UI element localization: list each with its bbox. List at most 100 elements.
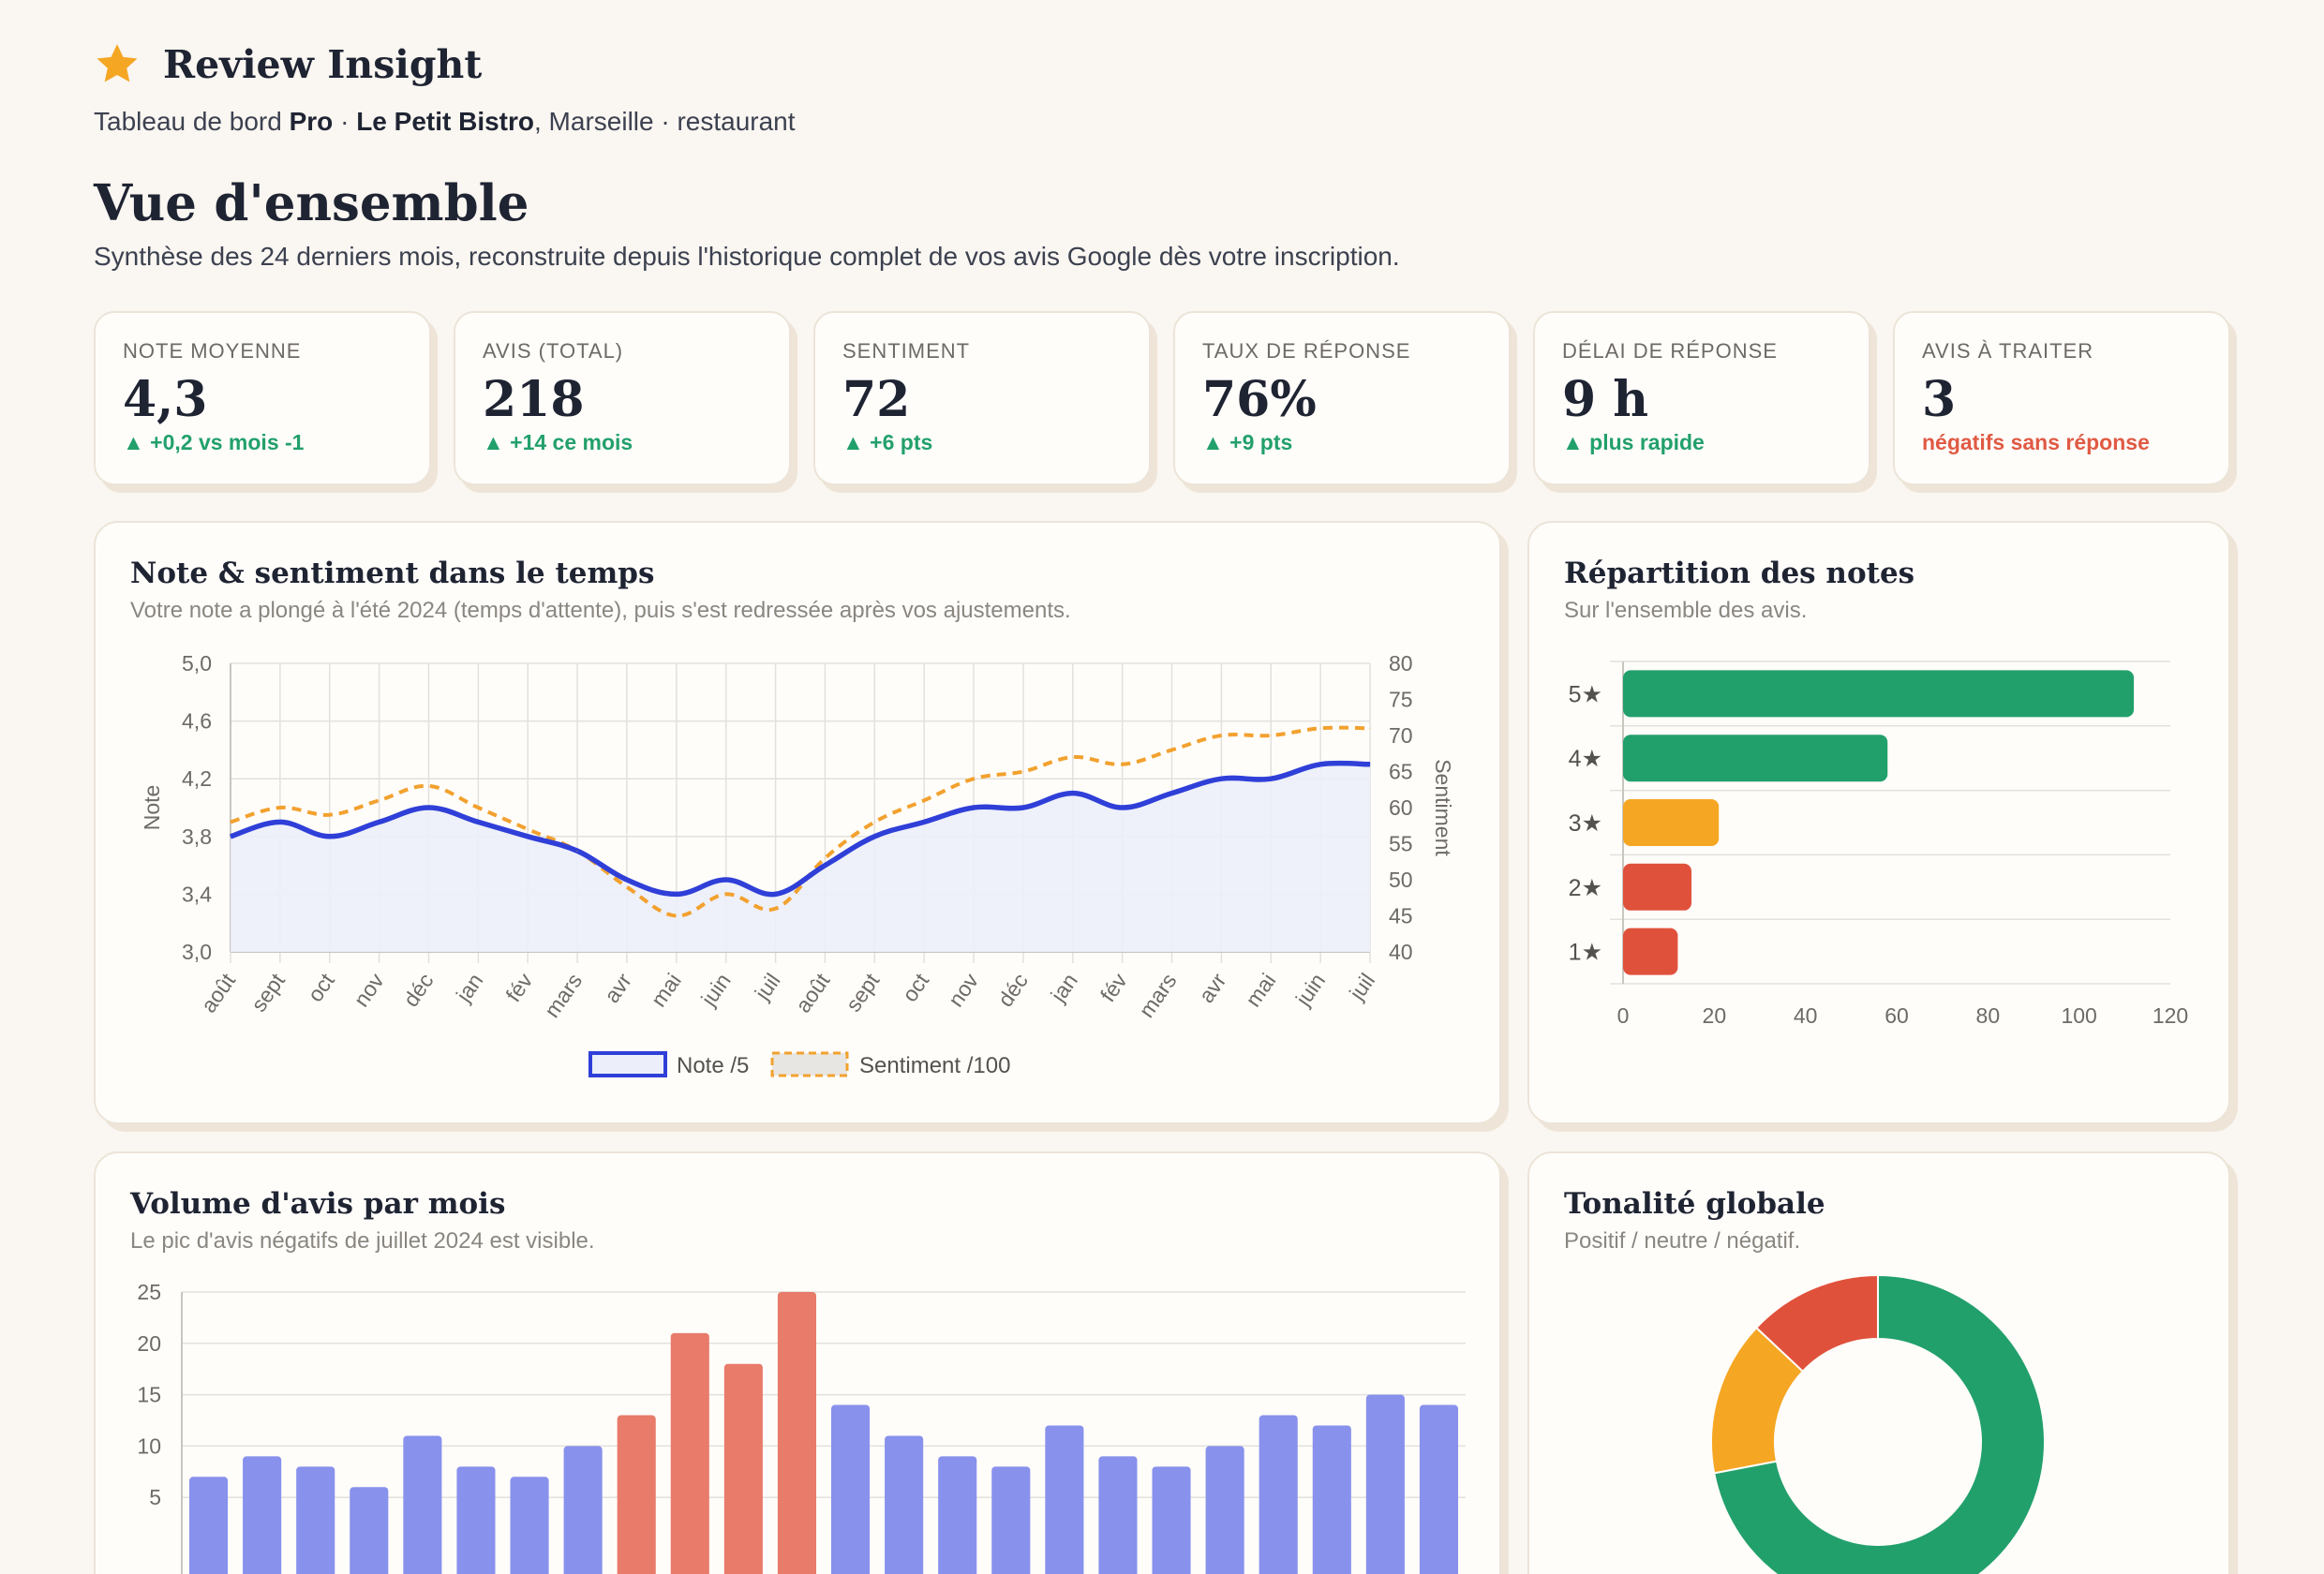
tone-slice-négatif <box>1754 1273 1879 1374</box>
x-tick-label: mars <box>1134 969 1182 1022</box>
sentiment-point <box>527 828 529 830</box>
card-subtitle: Sur l'ensemble des avis. <box>1564 598 1808 623</box>
legend-swatch-note <box>588 1051 667 1077</box>
note-point <box>477 821 479 823</box>
x-tick-label: fév <box>1095 969 1132 1006</box>
app-header: Review Insight Tableau de bord Pro · Le … <box>94 41 796 137</box>
y-tick-label: 1★ <box>1569 940 1602 966</box>
y-tick-label: 3,4 <box>182 882 212 906</box>
y2-tick-label: 40 <box>1389 940 1413 964</box>
note-point <box>1369 764 1371 765</box>
sentiment-point <box>824 857 826 859</box>
x-tick-label: juin <box>695 969 735 1011</box>
sentiment-point <box>973 778 975 780</box>
y-tick-label: 10 <box>137 1433 161 1458</box>
volume-card: Volume d'avis par mois Le pic d'avis nég… <box>94 1151 1501 1574</box>
y-tick-label: 5,0 <box>182 651 212 676</box>
kpi-value: 9 h <box>1562 371 1649 428</box>
y-tick-label: 3,0 <box>182 940 212 964</box>
subtitle-separator: · <box>340 107 350 136</box>
kpi-delta: ▲ +6 pts <box>842 430 933 455</box>
volume-bar <box>296 1466 335 1574</box>
volume-bar <box>1365 1394 1405 1574</box>
volume-bar <box>1152 1466 1191 1574</box>
kpi-value: 76% <box>1202 371 1317 428</box>
volume-bar <box>188 1477 229 1574</box>
kpi-delta: négatifs sans réponse <box>1922 430 2150 455</box>
page-title: Vue d'ensemble <box>94 174 529 232</box>
kpi-label: TAUX DE RÉPONSE <box>1202 339 1411 363</box>
kpi-card-rating: NOTE MOYENNE 4,3 ▲ +0,2 vs mois -1 <box>94 311 431 485</box>
note-line <box>230 760 1371 898</box>
sentiment-point <box>379 799 380 801</box>
note-point <box>775 893 777 895</box>
sentiment-point <box>576 850 578 852</box>
volume-chart: 5 10 15 20 25 <box>137 1280 1466 1574</box>
x-tick-label: 0 <box>1617 1003 1630 1028</box>
x-tick-label: mars <box>540 969 588 1022</box>
star-icon <box>97 44 138 82</box>
x-tick-label: fév <box>500 969 537 1006</box>
x-tick-label: juin <box>1290 969 1330 1011</box>
volume-bar <box>350 1487 389 1574</box>
note-point <box>1122 807 1124 809</box>
y-tick-label: 4,2 <box>182 766 212 791</box>
x-tick-label: oct <box>303 968 339 1006</box>
volume-bar <box>830 1404 871 1574</box>
kpi-card-response-time: DÉLAI DE RÉPONSE 9 h ▲ plus rapide <box>1533 311 1870 485</box>
note-point <box>923 821 925 823</box>
sentiment-point <box>477 807 479 809</box>
sentiment-point <box>1022 771 1024 772</box>
volume-bar <box>1312 1425 1351 1574</box>
x-tick-label: 80 <box>1976 1003 2001 1028</box>
business-name: Le Petit Bistro <box>356 107 534 136</box>
card-title: Tonalité globale <box>1564 1187 1825 1221</box>
note-point <box>1319 764 1321 765</box>
sentiment-point <box>1319 727 1321 729</box>
note-point <box>379 821 380 823</box>
kpi-value: 4,3 <box>123 371 208 428</box>
volume-bar <box>991 1466 1031 1574</box>
sentiment-point <box>329 814 331 816</box>
y2-tick-label: 55 <box>1389 832 1413 856</box>
y-tick-label: 2★ <box>1569 875 1602 901</box>
x-tick-label: mai <box>1241 969 1281 1011</box>
x-tick-label: nov <box>349 969 389 1012</box>
kpi-value: 3 <box>1922 371 1957 428</box>
volume-bar <box>403 1435 442 1574</box>
note-point <box>626 879 628 881</box>
x-tick-label: août <box>791 968 835 1017</box>
x-tick-label: avr <box>599 969 636 1007</box>
brand: Review Insight <box>94 41 796 88</box>
card-subtitle: Votre note a plongé à l'été 2024 (temps … <box>130 598 1071 623</box>
legend-label-note: Note /5 <box>677 1053 749 1078</box>
x-tick-label: sept <box>246 968 290 1016</box>
y-axis-label: Note <box>140 785 164 831</box>
trend-up-icon: ▲ <box>123 430 151 455</box>
trend-up-icon: ▲ <box>1202 430 1230 455</box>
x-tick-label: jan <box>1045 969 1081 1007</box>
distribution-card: Répartition des notes Sur l'ensemble des… <box>1527 521 2230 1124</box>
volume-bar <box>563 1446 603 1574</box>
tone-card: Tonalité globale Positif / neutre / néga… <box>1527 1151 2230 1574</box>
trend-up-icon: ▲ <box>483 430 511 455</box>
note-point <box>873 836 875 838</box>
subtitle-prefix: Tableau de bord <box>94 107 282 136</box>
sentiment-point <box>279 807 281 809</box>
x-tick-label: 20 <box>1703 1003 1727 1028</box>
x-tick-label: juil <box>750 969 785 1005</box>
volume-bar <box>456 1466 496 1574</box>
y2-tick-label: 70 <box>1389 723 1413 748</box>
x-tick-label: avr <box>1194 969 1231 1007</box>
dashboard-subtitle: Tableau de bord Pro · Le Petit Bistro, M… <box>94 107 796 137</box>
kpi-card-sentiment: SENTIMENT 72 ▲ +6 pts <box>813 311 1151 485</box>
x-tick-label: août <box>196 968 240 1017</box>
y-tick-label: 15 <box>137 1383 161 1407</box>
sentiment-point <box>1270 735 1272 736</box>
note-area <box>231 763 1370 952</box>
sentiment-point <box>1072 756 1074 758</box>
y-tick-label: 3★ <box>1569 810 1602 837</box>
trend-up-icon: ▲ <box>1562 430 1590 455</box>
y2-tick-label: 65 <box>1389 760 1413 784</box>
note-point <box>824 865 826 867</box>
